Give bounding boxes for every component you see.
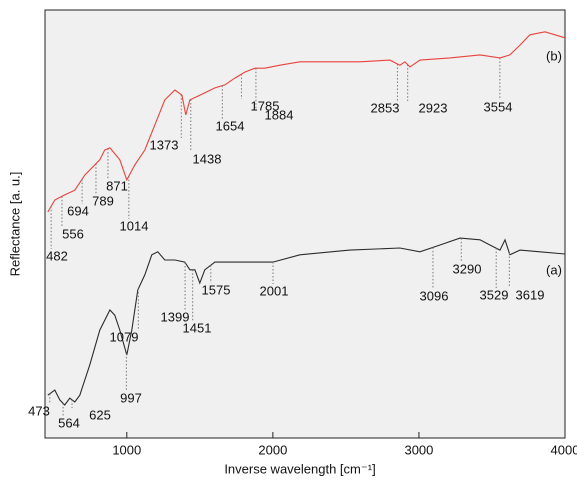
x-tick-label: 2000 bbox=[258, 442, 287, 457]
peak-label: 694 bbox=[67, 203, 89, 218]
peak-label: 3619 bbox=[516, 287, 545, 302]
peak-label: 625 bbox=[89, 407, 111, 422]
series-label: (a) bbox=[546, 262, 562, 277]
peak-label: 556 bbox=[62, 226, 84, 241]
peak-label: 1654 bbox=[216, 118, 245, 133]
peak-label: 1451 bbox=[183, 320, 212, 335]
x-tick-label: 3000 bbox=[404, 442, 433, 457]
y-axis-label: Reflectance [a. u.] bbox=[7, 172, 22, 277]
peak-label: 1399 bbox=[161, 309, 190, 324]
peak-label: 1079 bbox=[110, 329, 139, 344]
peak-label: 2001 bbox=[260, 283, 289, 298]
x-axis-label: Inverse wavelength [cm⁻¹] bbox=[224, 461, 375, 476]
peak-label: 997 bbox=[120, 390, 142, 405]
peak-label: 3554 bbox=[484, 99, 513, 114]
peak-label: 2853 bbox=[371, 100, 400, 115]
peak-label: 3096 bbox=[420, 288, 449, 303]
peak-label: 3290 bbox=[453, 261, 482, 276]
plot-area bbox=[44, 9, 566, 439]
x-tick-label: 4000 bbox=[551, 442, 577, 457]
x-tick-label: 1000 bbox=[112, 442, 141, 457]
peak-label: 1785 bbox=[251, 98, 280, 113]
peak-label: 789 bbox=[92, 193, 114, 208]
peak-label: 473 bbox=[28, 403, 50, 418]
peak-label: 871 bbox=[106, 178, 128, 193]
peak-label: 1884 bbox=[265, 107, 294, 122]
series-label: (b) bbox=[546, 48, 562, 63]
peak-label: 2923 bbox=[419, 100, 448, 115]
peak-label: 564 bbox=[58, 415, 80, 430]
peak-label: 1438 bbox=[193, 151, 222, 166]
spectrum-line bbox=[47, 31, 566, 213]
peak-label: 1014 bbox=[120, 218, 149, 233]
peak-label: 482 bbox=[46, 248, 68, 263]
peak-label: 1575 bbox=[202, 282, 231, 297]
peak-label: 3529 bbox=[480, 287, 509, 302]
peak-label: 1373 bbox=[150, 137, 179, 152]
spectrum-line bbox=[47, 237, 566, 406]
